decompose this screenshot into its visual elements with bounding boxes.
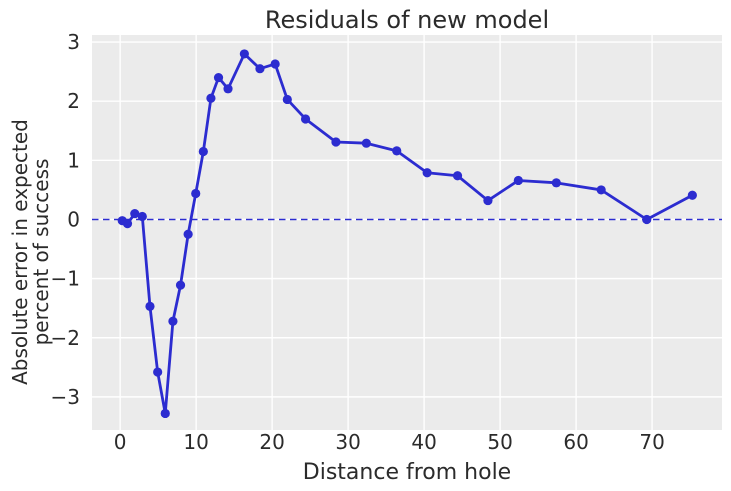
y-tick-label: 1 — [67, 148, 80, 172]
data-point — [300, 114, 311, 124]
data-point — [687, 190, 697, 200]
data-point — [239, 49, 249, 59]
x-tick-label: 70 — [639, 430, 664, 454]
y-tick-label: −2 — [51, 326, 80, 350]
data-point — [255, 64, 265, 74]
data-point — [183, 229, 193, 239]
y-tick-label: 2 — [67, 89, 80, 113]
x-tick-label: 30 — [335, 430, 360, 454]
data-point — [513, 175, 523, 186]
y-axis-label: Absolute error in expected percent of su… — [8, 87, 53, 417]
data-point — [642, 214, 652, 225]
data-point — [551, 178, 561, 188]
y-axis-label-line1: Absolute error in expected — [8, 119, 32, 385]
y-tick-label: −1 — [51, 267, 80, 291]
x-tick-label: 50 — [487, 430, 512, 454]
y-tick-label: 0 — [67, 208, 80, 232]
data-point — [153, 367, 163, 377]
data-point — [483, 195, 493, 206]
data-point — [331, 137, 341, 147]
x-tick-label: 20 — [259, 430, 284, 454]
y-tick-label: −3 — [51, 385, 80, 409]
data-point — [282, 94, 292, 105]
data-point — [213, 72, 224, 83]
data-point — [175, 280, 186, 290]
x-tick-label: 40 — [411, 430, 436, 454]
chart-title: Residuals of new model — [264, 6, 550, 34]
data-point — [392, 146, 402, 156]
y-axis-label-line2: percent of success — [29, 158, 53, 346]
data-point — [122, 219, 133, 229]
data-point — [130, 208, 140, 219]
data-point — [145, 301, 155, 312]
data-point — [137, 211, 147, 222]
data-point — [361, 138, 371, 148]
x-axis-label: Distance from hole — [302, 460, 512, 485]
x-tick-label: 60 — [563, 430, 588, 454]
data-point — [422, 168, 432, 178]
y-tick-label: 3 — [67, 30, 80, 54]
data-point — [452, 171, 463, 181]
data-point — [198, 146, 208, 157]
data-point — [191, 188, 201, 199]
x-tick-label: 10 — [183, 430, 208, 454]
data-point — [206, 93, 216, 103]
data-point — [270, 59, 280, 69]
x-tick-label: 0 — [114, 430, 127, 454]
data-point — [160, 408, 170, 419]
data-point — [168, 316, 178, 326]
data-point — [223, 84, 233, 94]
data-point — [596, 185, 606, 195]
